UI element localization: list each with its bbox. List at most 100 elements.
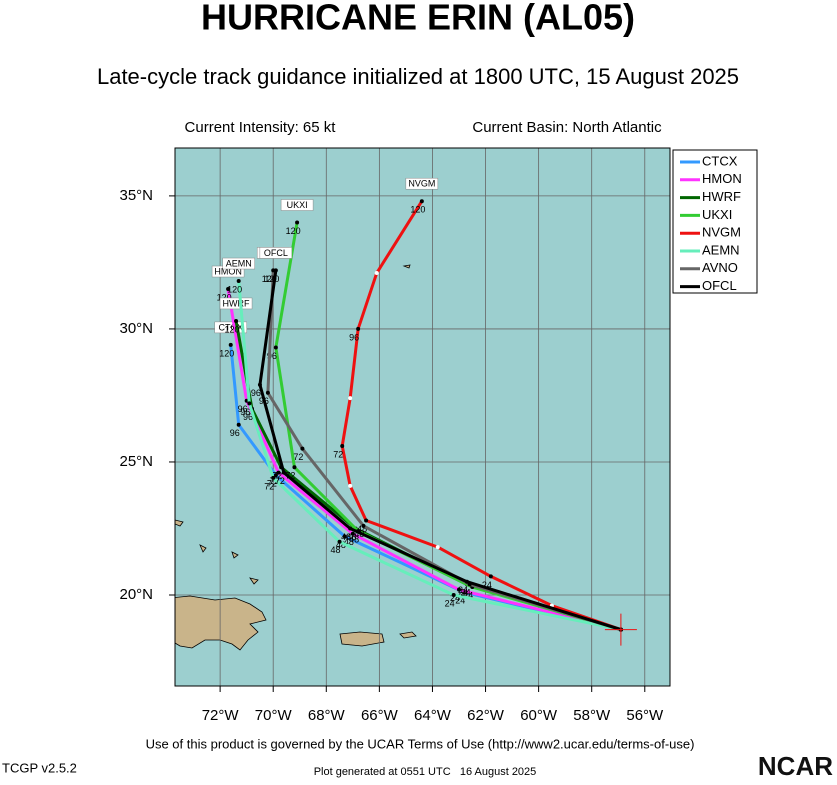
track xyxy=(258,270,622,632)
track-point xyxy=(228,342,233,347)
hour-label: 24 xyxy=(463,590,473,600)
plot: 24487296120CTCX24487296120HMON2448729612… xyxy=(175,148,670,686)
end-label: OFCL xyxy=(259,247,293,259)
track xyxy=(237,280,622,632)
track-point xyxy=(488,574,493,579)
title: HURRICANE ERIN (AL05) xyxy=(201,0,635,38)
track-point xyxy=(435,545,440,550)
track-point xyxy=(451,593,456,598)
end-label-box xyxy=(405,177,439,190)
end-label-box xyxy=(280,199,314,211)
end-label-box xyxy=(259,247,293,259)
hour-label: 120 xyxy=(286,226,301,236)
island xyxy=(175,519,184,527)
track-point xyxy=(281,470,286,475)
hour-label: 96 xyxy=(349,332,359,342)
hour-label: 48 xyxy=(336,540,346,550)
start-marker xyxy=(604,613,637,646)
hour-label: 48 xyxy=(331,545,341,555)
x-tick-label: 68°W xyxy=(308,707,346,724)
end-label-text: OFCL xyxy=(264,248,288,258)
plot-frame xyxy=(174,147,671,687)
hour-label: 72 xyxy=(333,449,343,459)
end-label-text: CTCX xyxy=(218,322,243,332)
hour-label: 72 xyxy=(293,452,303,462)
track-point xyxy=(271,475,276,480)
basin: Current Basin: North Atlantic xyxy=(472,119,662,136)
end-label: AEMN xyxy=(222,257,255,270)
end-label-text: HWRF xyxy=(223,298,250,308)
legend-label: UKXI xyxy=(702,207,732,222)
x-tick-label: 70°W xyxy=(255,707,293,724)
hour-label: 96 xyxy=(243,412,253,422)
puerto-rico xyxy=(339,631,385,647)
legend-label: NVGM xyxy=(702,225,741,240)
hour-label: 72 xyxy=(267,479,277,489)
legend-label: CTCX xyxy=(702,153,738,168)
x-tick-label: 72°W xyxy=(202,707,240,724)
tracks: 24487296120CTCX24487296120HMON2448729612… xyxy=(175,148,670,686)
track-point xyxy=(295,220,300,225)
end-label-text: NVGM xyxy=(408,179,435,189)
version: TCGP v2.5.2 xyxy=(2,760,77,775)
x-tick-label: 64°W xyxy=(414,707,452,724)
end-label-box xyxy=(219,297,253,310)
hour-label: 96 xyxy=(240,407,250,417)
track-point xyxy=(374,271,379,276)
track-point xyxy=(361,523,366,528)
subtitle: Late-cycle track guidance initialized at… xyxy=(97,64,739,89)
track-point xyxy=(234,318,239,323)
hour-label: 24 xyxy=(461,588,471,598)
end-label: CTCX xyxy=(214,321,247,334)
hour-label: 120 xyxy=(219,348,234,358)
track-point xyxy=(342,534,347,539)
end-label-box xyxy=(214,321,247,334)
legend-label: AVNO xyxy=(702,260,738,275)
track xyxy=(226,288,622,632)
track-point xyxy=(348,526,353,531)
y-tick-label: 25°N xyxy=(119,453,153,470)
hour-label: 120 xyxy=(262,274,277,284)
x-tick-label: 58°W xyxy=(573,707,611,724)
hour-label: 96 xyxy=(251,388,261,398)
track-point xyxy=(340,444,345,449)
x-tick-label: 66°W xyxy=(361,707,399,724)
hour-label: 120 xyxy=(225,324,240,334)
track-point xyxy=(364,518,369,523)
hour-label: 24 xyxy=(482,580,492,590)
hour-label: 96 xyxy=(267,351,277,361)
hour-label: 72 xyxy=(285,471,295,481)
track-point xyxy=(348,483,353,488)
end-label-box xyxy=(222,257,255,270)
island xyxy=(199,544,207,553)
track-point xyxy=(273,345,278,350)
hour-label: 48 xyxy=(349,535,359,545)
island xyxy=(399,631,417,639)
track-point xyxy=(356,326,361,331)
end-label-text: AEMN xyxy=(226,258,252,268)
logo: NCAR xyxy=(758,751,833,780)
hour-label: 24 xyxy=(450,593,460,603)
island xyxy=(249,577,259,585)
legend-label: AEMN xyxy=(702,242,740,257)
hour-label: 24 xyxy=(445,598,455,608)
track-point xyxy=(337,539,342,544)
hour-label: 120 xyxy=(227,284,242,294)
hour-label: 96 xyxy=(238,404,248,414)
hour-label: 24 xyxy=(458,588,468,598)
end-label: HWRF xyxy=(219,297,253,310)
hour-label: 120 xyxy=(217,292,232,302)
island xyxy=(231,551,239,559)
track-point xyxy=(236,279,241,284)
hour-label: 48 xyxy=(341,532,351,542)
track-point xyxy=(348,396,353,401)
x-tick-label: 62°W xyxy=(467,707,505,724)
hour-label: 72 xyxy=(275,476,285,486)
hour-label: 48 xyxy=(357,524,367,534)
intensity: Current Intensity: 65 kt xyxy=(185,119,337,136)
generated: Plot generated at 0551 UTC 16 August 202… xyxy=(314,766,537,778)
x-tick-label: 60°W xyxy=(520,707,558,724)
end-label: UKXI xyxy=(280,199,314,211)
hour-label: 120 xyxy=(410,205,425,215)
